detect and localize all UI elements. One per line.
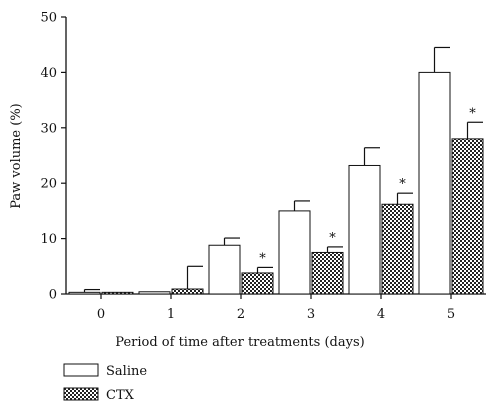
x-tick-label: 1 [167, 307, 175, 322]
legend-label-ctx: CTX [106, 388, 135, 403]
bar-ctx-0 [101, 291, 134, 295]
x-tick-label: 0 [97, 307, 105, 322]
bars: * * * * [68, 46, 484, 295]
x-tick-label: 2 [237, 307, 245, 322]
bar-ctx-5 [451, 138, 484, 295]
y-tick-label: 20 [40, 177, 57, 192]
legend-swatch-saline [63, 363, 99, 377]
x-tick-label: 4 [377, 307, 385, 322]
x-tick-label: 3 [307, 307, 315, 322]
significance-marker: * [399, 177, 406, 192]
significance-marker: * [469, 106, 476, 121]
significance-marker: * [329, 231, 336, 246]
bar-saline-5 [418, 71, 451, 295]
x-tick-label: 5 [447, 307, 455, 322]
legend-swatch-ctx [63, 387, 99, 401]
y-axis-label: Paw volume (%) [9, 103, 24, 209]
bar-saline-4 [348, 164, 381, 295]
bar-ctx-3 [311, 251, 344, 295]
y-tick-label: 50 [40, 11, 57, 26]
bar-ctx-4 [381, 203, 414, 295]
bar-saline-1 [138, 291, 171, 295]
bar-ctx-1 [171, 288, 204, 295]
y-tick-label: 10 [40, 232, 57, 247]
bar-ctx-2 [241, 272, 274, 295]
y-tick-label: 0 [49, 288, 57, 303]
y-tick-label: 30 [40, 121, 57, 136]
y-tick-label: 40 [40, 66, 57, 81]
axes: 0 10 20 30 40 50 0 1 2 3 4 5 [40, 11, 486, 322]
x-axis-label: Period of time after treatments (days) [115, 335, 364, 350]
bar-saline-2 [208, 244, 241, 295]
significance-marker: * [259, 251, 266, 266]
bar-saline-3 [278, 210, 311, 295]
legend-label-saline: Saline [106, 364, 147, 379]
legend: Saline CTX [63, 363, 147, 403]
bar-saline-0 [68, 291, 101, 295]
